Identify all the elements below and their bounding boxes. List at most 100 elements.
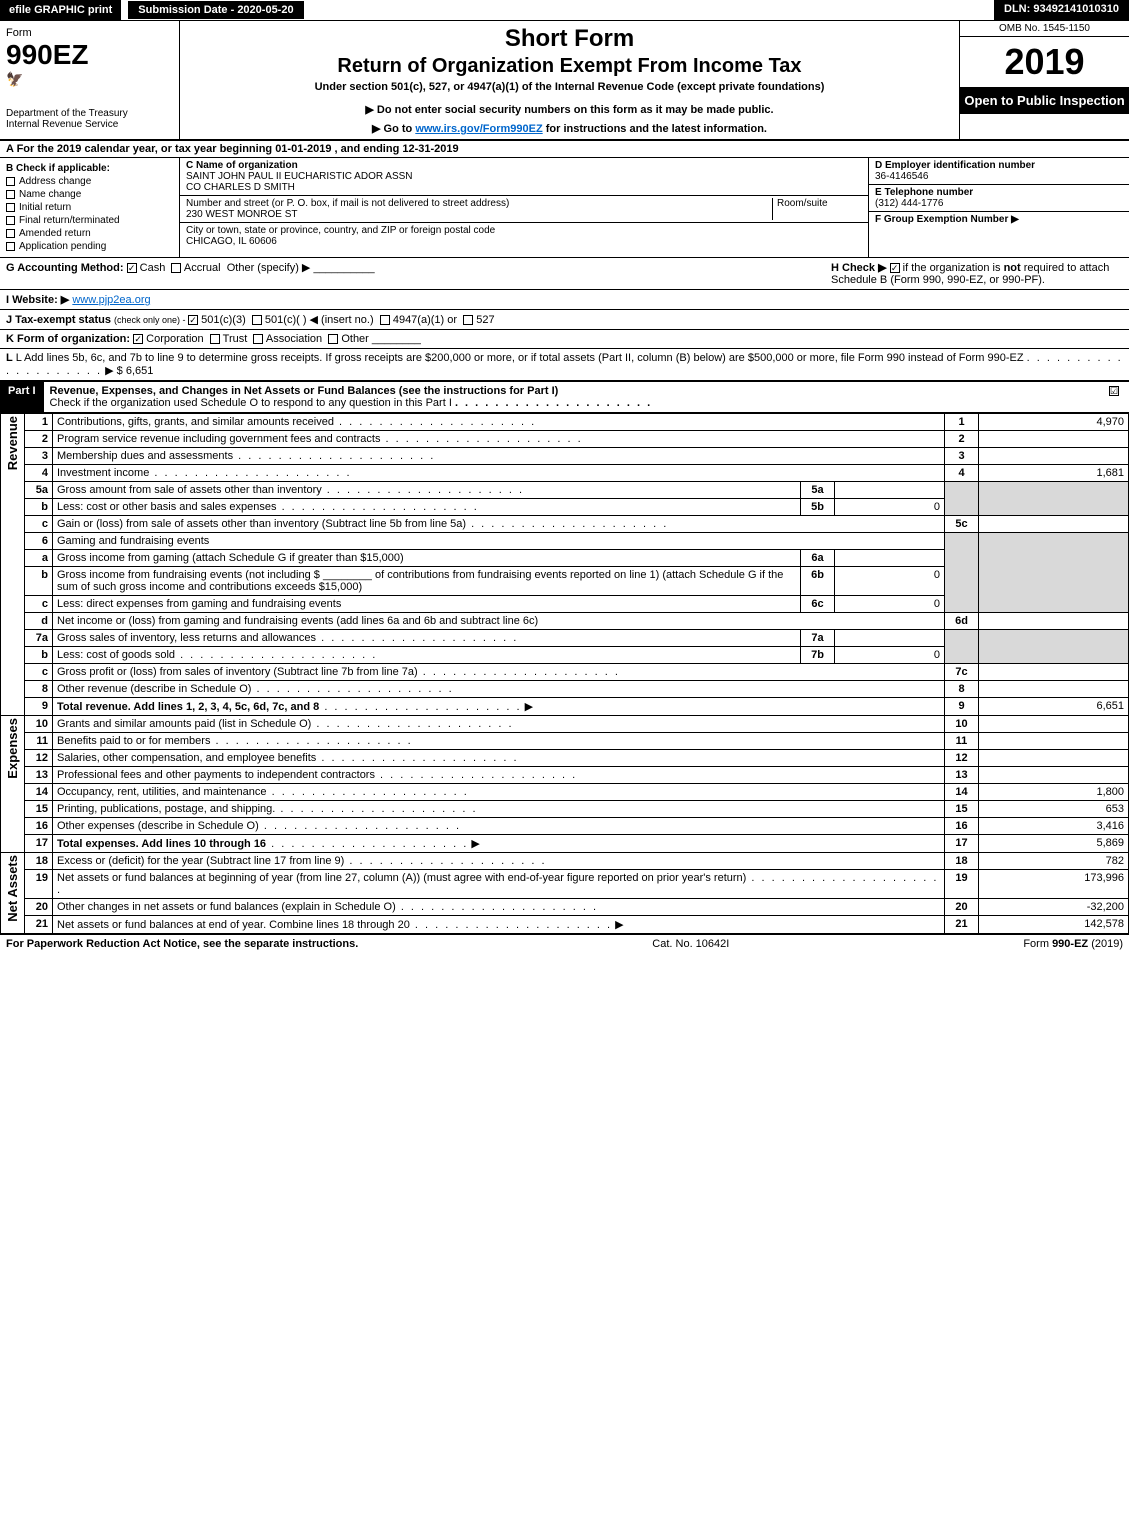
line-16: 16 Other expenses (describe in Schedule … xyxy=(1,818,1129,835)
j-4947: 4947(a)(1) or xyxy=(393,314,457,326)
irs-text: Internal Revenue Service xyxy=(6,119,118,130)
line-val: 142,578 xyxy=(979,916,1129,934)
checkbox-501c3[interactable]: ✓ xyxy=(188,315,198,325)
line-no: 4 xyxy=(25,465,53,482)
open-public-label: Open to Public Inspection xyxy=(960,87,1129,114)
sub-box: 6c xyxy=(801,596,835,613)
street-address: 230 WEST MONROE ST xyxy=(186,209,298,220)
line-no: 9 xyxy=(25,698,53,716)
checkbox-cash[interactable]: ✓ xyxy=(127,263,137,273)
short-form-title: Short Form xyxy=(188,25,951,53)
line-no: 8 xyxy=(25,681,53,698)
checkbox-527[interactable] xyxy=(463,315,473,325)
line-val xyxy=(979,681,1129,698)
part1-table: Revenue 1 Contributions, gifts, grants, … xyxy=(0,413,1129,934)
checkbox-amended-return[interactable] xyxy=(6,229,15,238)
sub-val: 0 xyxy=(835,499,945,516)
line-21: 21 Net assets or fund balances at end of… xyxy=(1,916,1129,934)
misc-block: G Accounting Method: ✓ Cash Accrual Othe… xyxy=(0,258,1129,382)
h-schedule-b: H Check ▶ ✓ if the organization is not r… xyxy=(823,261,1123,286)
line-no: 6 xyxy=(25,533,53,550)
sub-val: 0 xyxy=(835,647,945,664)
sub-box: 7a xyxy=(801,630,835,647)
line-desc: Occupancy, rent, utilities, and maintena… xyxy=(57,786,267,798)
line-no: 17 xyxy=(25,835,53,853)
line-11: 11 Benefits paid to or for members 11 xyxy=(1,733,1129,750)
page-footer: For Paperwork Reduction Act Notice, see … xyxy=(0,934,1129,953)
line-val xyxy=(979,448,1129,465)
checkbox-initial-return[interactable] xyxy=(6,203,15,212)
line-no: 14 xyxy=(25,784,53,801)
line-box: 15 xyxy=(945,801,979,818)
shade-cell xyxy=(979,482,1129,516)
line-desc: Gross amount from sale of assets other t… xyxy=(57,484,322,496)
line-no: 18 xyxy=(25,853,53,870)
checkbox-other-org[interactable] xyxy=(328,334,338,344)
checkbox-4947[interactable] xyxy=(380,315,390,325)
line-5a: 5a Gross amount from sale of assets othe… xyxy=(1,482,1129,499)
line-box: 18 xyxy=(945,853,979,870)
line-desc: Salaries, other compensation, and employ… xyxy=(57,752,316,764)
line-desc: Less: cost of goods sold xyxy=(57,649,175,661)
checkbox-501c[interactable] xyxy=(252,315,262,325)
line-no: c xyxy=(25,516,53,533)
line-7a: 7a Gross sales of inventory, less return… xyxy=(1,630,1129,647)
website-link[interactable]: www.pjp2ea.org xyxy=(72,294,150,306)
line-val: 173,996 xyxy=(979,870,1129,899)
line-no: 2 xyxy=(25,431,53,448)
line-desc: Investment income xyxy=(57,467,149,479)
checkbox-final-terminated[interactable] xyxy=(6,216,15,225)
line-box: 5c xyxy=(945,516,979,533)
line-box: 9 xyxy=(945,698,979,716)
checkbox-name-change[interactable] xyxy=(6,190,15,199)
arrow-icon: ▶ xyxy=(615,919,623,931)
line-1: Revenue 1 Contributions, gifts, grants, … xyxy=(1,414,1129,431)
k-other: Other xyxy=(341,333,369,345)
checkbox-association[interactable] xyxy=(253,334,263,344)
header-right: OMB No. 1545-1150 2019 Open to Public In… xyxy=(959,21,1129,139)
header-left: Form 990EZ 🦅 Department of the Treasury … xyxy=(0,21,180,139)
checkbox-address-change[interactable] xyxy=(6,177,15,186)
shade-cell xyxy=(979,630,1129,664)
co-line: CO CHARLES D SMITH xyxy=(186,182,295,193)
line-val xyxy=(979,767,1129,784)
line-14: 14 Occupancy, rent, utilities, and maint… xyxy=(1,784,1129,801)
line-box: 6d xyxy=(945,613,979,630)
entity-block: B Check if applicable: Address change Na… xyxy=(0,158,1129,258)
ein-value: 36-4146546 xyxy=(875,171,928,182)
goto-link[interactable]: www.irs.gov/Form990EZ xyxy=(415,123,542,135)
checkbox-corporation[interactable]: ✓ xyxy=(133,334,143,344)
line-desc: Net assets or fund balances at beginning… xyxy=(57,872,746,884)
accrual-label: Accrual xyxy=(184,262,221,274)
checkbox-trust[interactable] xyxy=(210,334,220,344)
line-6: 6 Gaming and fundraising events xyxy=(1,533,1129,550)
line-no: b xyxy=(25,567,53,596)
line-9: 9 Total revenue. Add lines 1, 2, 3, 4, 5… xyxy=(1,698,1129,716)
checkbox-application-pending[interactable] xyxy=(6,242,15,251)
line-19: 19 Net assets or fund balances at beginn… xyxy=(1,870,1129,899)
form-number: 990EZ xyxy=(6,39,173,71)
line-desc: Less: cost or other basis and sales expe… xyxy=(57,501,277,513)
line-val xyxy=(979,431,1129,448)
j-note: (check only one) - xyxy=(114,315,188,325)
checkbox-h[interactable]: ✓ xyxy=(890,263,900,273)
line-box: 13 xyxy=(945,767,979,784)
sub-val xyxy=(835,550,945,567)
shade-cell xyxy=(945,482,979,516)
line-val xyxy=(979,716,1129,733)
goto-suffix: for instructions and the latest informat… xyxy=(546,123,767,135)
line-no: b xyxy=(25,499,53,516)
return-title: Return of Organization Exempt From Incom… xyxy=(188,55,951,78)
checkbox-part1-schedule-o[interactable]: ☑ xyxy=(1109,386,1119,396)
part1-check-label: Check if the organization used Schedule … xyxy=(50,397,452,409)
sub-box: 7b xyxy=(801,647,835,664)
line-desc: Membership dues and assessments xyxy=(57,450,233,462)
dept-text: Department of the Treasury xyxy=(6,108,128,119)
sub-val xyxy=(835,630,945,647)
revenue-side-label: Revenue xyxy=(5,416,20,470)
label-application-pending: Application pending xyxy=(19,241,106,252)
checkbox-accrual[interactable] xyxy=(171,263,181,273)
line-desc: Less: direct expenses from gaming and fu… xyxy=(57,598,341,610)
line-6d: d Net income or (loss) from gaming and f… xyxy=(1,613,1129,630)
efile-print-button[interactable]: efile GRAPHIC print xyxy=(0,0,121,20)
